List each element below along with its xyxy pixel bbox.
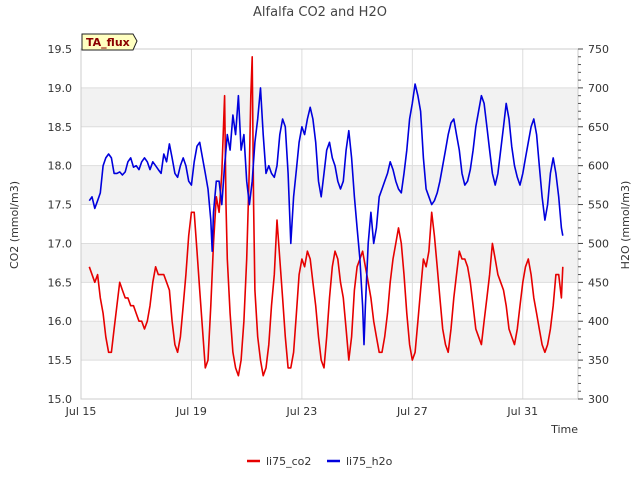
left-y-tick-label: 19.0	[48, 82, 73, 95]
x-tick-label: Jul 15	[65, 405, 97, 418]
ta-flux-badge-label: TA_flux	[86, 36, 130, 49]
legend-label-h2o: li75_h2o	[346, 455, 393, 468]
x-axis-title: Time	[550, 423, 578, 436]
left-y-tick-label: 15.0	[48, 393, 73, 406]
right-y-tick-label: 700	[588, 82, 609, 95]
left-y-tick-label: 16.0	[48, 315, 73, 328]
right-y-tick-label: 350	[588, 354, 609, 367]
left-y-axis: 15.0 15.5 16.0 16.5 17.0 17.5 18.0 18.5 19.0 19.5	[48, 43, 73, 406]
right-y-tick-label: 550	[588, 199, 609, 212]
right-y-tick-label: 300	[588, 393, 609, 406]
left-y-tick-label: 17.5	[48, 199, 73, 212]
right-y-tick-label: 600	[588, 160, 609, 173]
series-line-co2	[88, 55, 564, 377]
right-y-tick-label: 450	[588, 276, 609, 289]
x-tick-label: Jul 19	[175, 405, 207, 418]
x-axis: Jul 15 Jul 19 Jul 23 Jul 27 Jul 31	[65, 405, 539, 418]
plot-area	[80, 48, 579, 400]
left-y-tick-label: 17.0	[48, 237, 73, 250]
right-y-tick-label: 400	[588, 315, 609, 328]
x-tick-label: Jul 23	[286, 405, 318, 418]
background-band	[81, 321, 578, 361]
legend-label-co2: li75_co2	[266, 455, 311, 468]
left-y-tick-label: 19.5	[48, 43, 73, 56]
left-y-tick-label: 18.5	[48, 121, 73, 134]
legend-item-h2o: li75_h2o	[327, 455, 393, 468]
background-band	[81, 165, 578, 205]
x-tick-label: Jul 27	[396, 405, 428, 418]
right-y-axis-title: H2O (mmol/m3)	[619, 181, 632, 270]
left-y-axis-title: CO2 (mmol/m3)	[8, 181, 21, 269]
left-y-tick-label: 16.5	[48, 276, 73, 289]
legend-item-co2: li75_co2	[247, 455, 311, 468]
legend: li75_co2 li75_h2o	[247, 455, 393, 468]
left-y-tick-label: 18.0	[48, 160, 73, 173]
series-line-h2o	[88, 83, 564, 346]
right-y-tick-label: 650	[588, 121, 609, 134]
right-y-axis: 300 350 400 450 500 550 600 650 700 750	[578, 43, 609, 406]
background-band	[81, 87, 578, 127]
right-y-tick-label: 500	[588, 237, 609, 250]
chart-title: Alfalfa CO2 and H2O	[253, 5, 387, 20]
ta-flux-badge: TA_flux	[81, 33, 138, 51]
x-tick-label: Jul 31	[506, 405, 538, 418]
series-layer	[88, 55, 564, 377]
background-band	[81, 243, 578, 283]
right-y-tick-label: 750	[588, 43, 609, 56]
left-y-tick-label: 15.5	[48, 354, 73, 367]
